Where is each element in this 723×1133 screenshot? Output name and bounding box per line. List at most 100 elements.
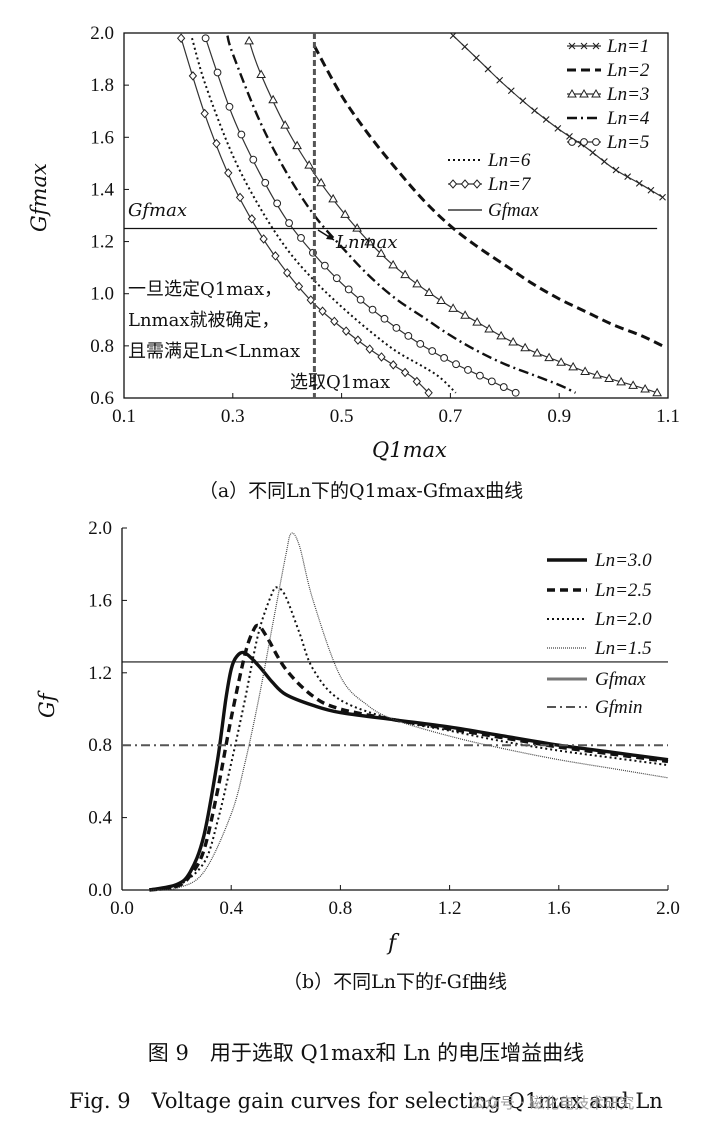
a-series-point-ln-3-28	[580, 366, 590, 375]
a-series-point-ln-5-20	[440, 353, 449, 362]
b-series-line-ln-1-5	[149, 532, 669, 891]
a-series-point-ln-3-2	[268, 94, 278, 104]
a-series-point-ln-7-15	[353, 335, 363, 345]
a-series-point-ln-3-4	[292, 140, 302, 150]
a-series-point-ln-3-6	[316, 177, 326, 187]
a-series-point-ln-1-3	[484, 65, 492, 73]
a-series-point-ln-3-12	[388, 259, 398, 269]
a-series-point-ln-7-13	[330, 316, 339, 327]
a-series-point-ln-1-8	[542, 116, 550, 123]
a-series-point-ln-1-7	[531, 107, 538, 114]
a-series-point-ln-7-7	[259, 234, 268, 244]
a-legend-label-ln-1: Ln=1	[606, 36, 649, 57]
a-series-point-ln-3-21	[496, 330, 506, 340]
a-series-point-ln-3-17	[448, 303, 458, 312]
a-series-line-ln-4	[226, 35, 577, 394]
a-legend-label-ln-7: Ln=7	[487, 174, 532, 195]
a-series-point-ln-7-5	[235, 192, 245, 203]
a-series-line-ln-7	[180, 38, 430, 394]
a-series-point-ln-3-18	[460, 310, 470, 319]
a-legend-marker-ln-3-1	[579, 88, 589, 98]
a-series-point-ln-3-14	[412, 278, 422, 288]
b-x-tick-label-2: 0.8	[329, 898, 353, 919]
b-x-tick-label-3: 1.2	[438, 898, 462, 919]
a-series-point-ln-3-7	[328, 193, 338, 203]
a-legend-marker-ln-7-2	[472, 179, 482, 189]
a-series-point-ln-3-11	[376, 248, 386, 257]
b-legend-label-ln-2-5: Ln=2.5	[594, 580, 652, 601]
panel-a-series	[124, 32, 666, 398]
a-series-point-ln-3-13	[400, 269, 410, 279]
vertical-marker-label: 选取Q1max	[290, 372, 390, 393]
a-x-tick-label-0: 0.1	[112, 406, 136, 427]
a-series-point-ln-3-1	[256, 69, 266, 78]
a-series-point-ln-1-16	[635, 179, 643, 187]
a-series-point-ln-1-18	[659, 193, 666, 201]
a-series-point-ln-7-4	[224, 168, 233, 178]
a-series-point-ln-5-8	[297, 234, 305, 242]
a-series-point-ln-7-0	[176, 33, 186, 43]
a-series-point-ln-3-33	[640, 383, 650, 393]
b-y-tick-label-3: 1.2	[88, 663, 112, 684]
panel-a-ylabel-text: Gfmax	[27, 163, 51, 232]
b-legend-label-ln-1-5: Ln=1.5	[594, 638, 652, 659]
a-series-point-ln-1-17	[647, 186, 655, 194]
a-legend-label-ln-6: Ln=6	[487, 150, 531, 171]
note-line-1: 一旦选定Q1max，	[128, 279, 282, 300]
a-legend-marker-ln-1-1	[580, 42, 588, 50]
a-series-point-ln-5-1	[213, 68, 222, 77]
a-series-point-ln-7-1	[188, 71, 198, 81]
a-series-point-ln-5-14	[368, 305, 377, 314]
a-series-point-ln-5-3	[237, 130, 246, 139]
figure-caption-english: Fig. 9 Voltage gain curves for selecting…	[69, 1089, 663, 1113]
a-series-point-ln-3-20	[484, 324, 494, 333]
a-series-point-ln-7-18	[389, 360, 398, 370]
a-series-point-ln-5-22	[464, 366, 472, 374]
a-series-point-ln-7-16	[365, 344, 374, 354]
a-y-tick-label-3: 1.2	[90, 232, 114, 253]
a-series-point-ln-3-16	[436, 295, 446, 305]
a-series-point-ln-5-0	[201, 34, 210, 43]
a-series-point-ln-7-14	[341, 326, 351, 336]
panel-a-legend: Ln=1 Ln=2 Ln=3 Ln=4 Ln=5 Ln=6 Ln=7 Gfmax	[448, 36, 650, 221]
a-series-point-ln-3-15	[424, 287, 434, 296]
a-series-point-ln-3-5	[304, 160, 314, 169]
a-series-point-ln-3-30	[604, 373, 614, 382]
a-series-point-ln-3-25	[544, 352, 554, 362]
panel-b-series	[122, 532, 669, 892]
a-series-point-ln-5-19	[428, 347, 437, 355]
a-series-point-ln-1-1	[461, 43, 469, 51]
panel-b-legend: Ln=3.0 Ln=2.5 Ln=2.0 Ln=1.5 Gfmax Gfmin	[547, 550, 652, 718]
b-series-line-ln-2-5	[149, 623, 669, 892]
b-legend-label-gfmin: Gfmin	[595, 697, 643, 718]
b-y-tick-label-2: 0.8	[88, 735, 112, 756]
lnmax-arrowhead	[326, 233, 334, 240]
panel-b-ylabel: Gf	[35, 690, 59, 718]
a-legend-label-ln-5: Ln=5	[606, 132, 649, 153]
a-legend-marker-ln-1-0	[568, 42, 576, 50]
a-legend-label-ln-3: Ln=3	[606, 84, 649, 105]
a-series-point-ln-3-10	[364, 236, 374, 246]
b-x-tick-label-4: 1.6	[547, 898, 571, 919]
a-series-point-ln-5-13	[356, 295, 365, 304]
a-series-point-ln-1-15	[624, 173, 632, 181]
a-y-tick-label-1: 0.8	[90, 336, 114, 357]
a-series-point-ln-5-24	[487, 377, 496, 386]
a-series-point-ln-1-4	[496, 76, 504, 84]
a-series-point-ln-3-24	[532, 348, 542, 357]
a-series-point-ln-5-4	[249, 155, 258, 164]
b-series-line-ln-3-0	[148, 650, 669, 892]
a-series-point-ln-5-15	[380, 314, 389, 323]
a-series-point-ln-1-14	[612, 166, 620, 174]
panel-a-caption: （a）不同Ln下的Q1max-Gfmax曲线	[199, 480, 523, 502]
a-series-point-ln-5-16	[392, 323, 401, 332]
a-series-point-ln-3-34	[652, 387, 662, 397]
a-legend-marker-ln-1-2	[592, 42, 600, 50]
a-series-point-ln-7-8	[271, 251, 280, 261]
a-series-point-ln-7-3	[212, 138, 221, 149]
a-x-tick-label-1: 0.3	[221, 406, 245, 427]
a-series-point-ln-1-2	[473, 54, 480, 62]
a-x-tick-label-4: 0.9	[547, 406, 571, 427]
b-legend-label-ln-2-0: Ln=2.0	[594, 609, 652, 630]
a-legend-label-gfmax: Gfmax	[488, 200, 539, 221]
